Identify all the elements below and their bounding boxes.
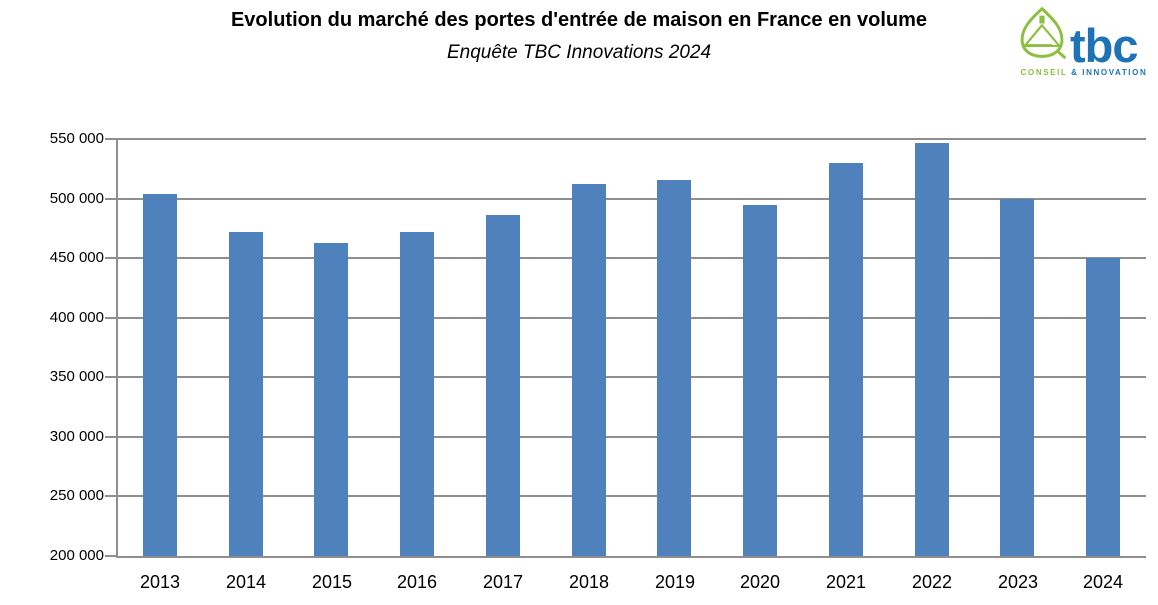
x-axis-label-2020: 2020: [739, 572, 781, 592]
x-axis-line: [117, 556, 1146, 558]
bar-2024: [1086, 258, 1120, 556]
y-axis-tick-label: 350 000: [49, 368, 104, 385]
x-axis-label-2022: 2022: [911, 572, 953, 592]
y-axis-tick-label: 550 000: [49, 130, 104, 147]
tbc-logo-text: tbc: [1070, 19, 1138, 73]
bar-2018: [572, 184, 606, 556]
gridline: [117, 138, 1146, 140]
bar-2015: [314, 243, 348, 556]
y-axis-tick: [105, 138, 117, 140]
y-axis-tick: [105, 317, 117, 319]
y-axis-tick: [105, 257, 117, 259]
y-axis-tick-label: 450 000: [49, 249, 104, 266]
y-axis-tick: [105, 495, 117, 497]
y-axis-tick: [105, 198, 117, 200]
bar-2019: [657, 180, 691, 556]
y-axis-tick: [105, 376, 117, 378]
tbc-logo: tbc CONSEIL & INNOVATION: [1016, 6, 1152, 77]
bar-2023: [1000, 199, 1034, 556]
y-axis-tick-label: 250 000: [49, 487, 104, 504]
x-axis-label-2017: 2017: [482, 572, 524, 592]
chart-title: Evolution du marché des portes d'entrée …: [230, 9, 928, 31]
bar-2020: [743, 205, 777, 556]
x-axis-label-2013: 2013: [139, 572, 181, 592]
tbc-tagline-innovation: & INNOVATION: [1071, 68, 1148, 77]
gridline: [117, 495, 1146, 497]
x-axis-label-2023: 2023: [997, 572, 1039, 592]
tbc-logo-tagline: CONSEIL & INNOVATION: [1016, 68, 1152, 77]
y-axis-tick: [105, 555, 117, 557]
tbc-tagline-conseil: CONSEIL: [1020, 68, 1068, 77]
x-axis-label-2016: 2016: [396, 572, 438, 592]
x-axis-label-2018: 2018: [568, 572, 610, 592]
tbc-logo-row: tbc: [1016, 6, 1152, 73]
y-axis-tick-label: 300 000: [49, 428, 104, 445]
x-axis-label-2019: 2019: [654, 572, 696, 592]
x-axis-label-2024: 2024: [1082, 572, 1124, 592]
bar-2022: [915, 143, 949, 556]
bar-2017: [486, 215, 520, 556]
bar-2021: [829, 163, 863, 556]
y-axis-tick-label: 200 000: [49, 547, 104, 564]
tbc-house-leaf-icon: [1016, 6, 1068, 65]
gridline: [117, 317, 1146, 319]
y-axis-line: [116, 139, 118, 558]
y-axis-tick-label: 500 000: [49, 190, 104, 207]
bar-2013: [143, 194, 177, 556]
x-axis-label-2021: 2021: [825, 572, 867, 592]
x-axis-label-2015: 2015: [311, 572, 353, 592]
y-axis-tick: [105, 436, 117, 438]
chart-subtitle: Enquête TBC Innovations 2024: [446, 42, 712, 63]
x-axis-label-2014: 2014: [225, 572, 267, 592]
gridline: [117, 436, 1146, 438]
bar-2014: [229, 232, 263, 556]
y-axis-tick-label: 400 000: [49, 309, 104, 326]
gridline: [117, 376, 1146, 378]
gridline: [117, 198, 1146, 200]
gridline: [117, 257, 1146, 259]
bar-2016: [400, 232, 434, 556]
